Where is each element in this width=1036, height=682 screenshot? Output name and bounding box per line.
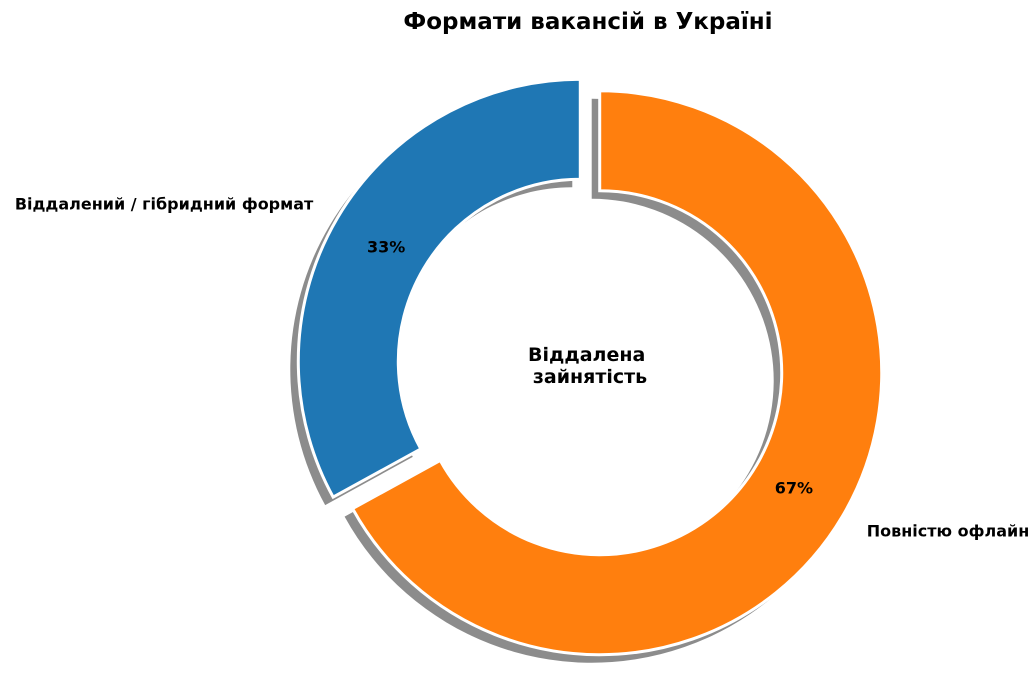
category-label: Віддалений / гібридний формат bbox=[15, 194, 314, 213]
center-label-line-2: зайнятість bbox=[533, 366, 647, 388]
category-label: Повністю офлайн bbox=[867, 522, 1030, 541]
slice-2 bbox=[350, 89, 884, 657]
chart-title: Формати вакансій в Україні bbox=[403, 9, 772, 35]
value-label: 33% bbox=[367, 237, 405, 256]
labels: 33% Віддалений / гібридний формат 67% Повні… bbox=[15, 194, 1029, 540]
center-label-line-1: Віддалена bbox=[528, 344, 645, 366]
slice-1 bbox=[296, 77, 582, 500]
value-label: 67% bbox=[775, 479, 813, 498]
center-label: Віддалена зайнятість bbox=[528, 344, 652, 388]
slices bbox=[296, 77, 884, 657]
